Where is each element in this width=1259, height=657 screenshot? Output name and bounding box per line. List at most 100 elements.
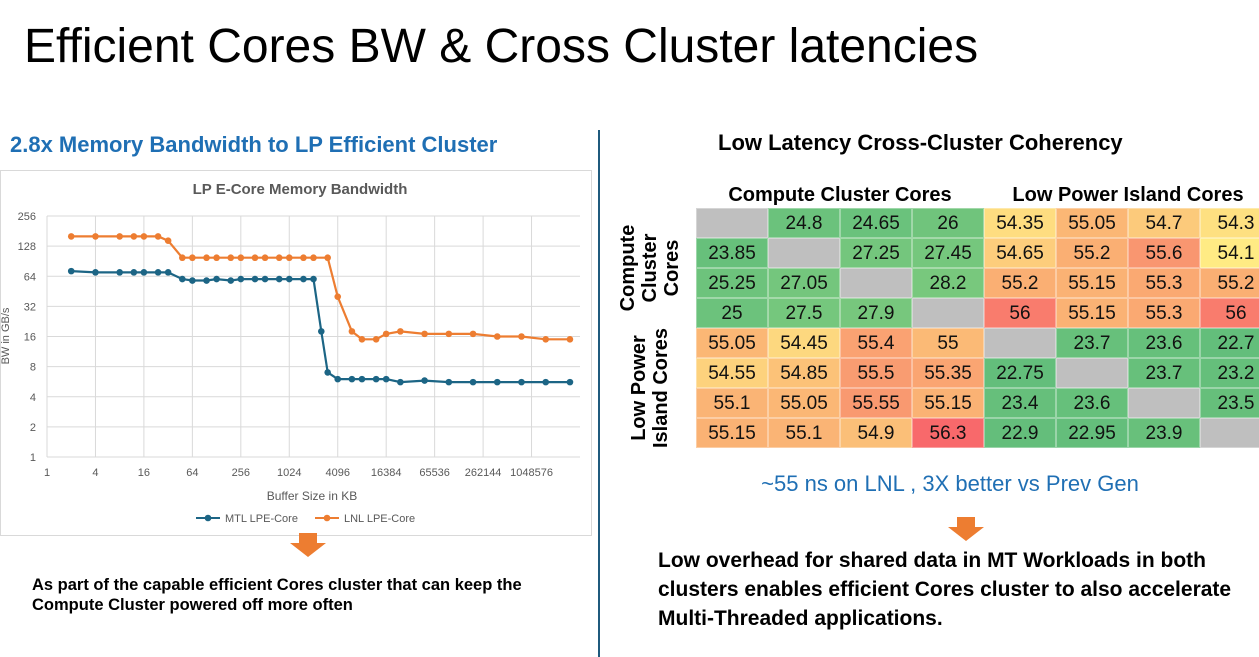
data-point bbox=[116, 233, 123, 240]
heatmap-cell: 55.3 bbox=[1128, 268, 1200, 298]
data-point bbox=[237, 254, 245, 262]
heatmap-cell: 24.8 bbox=[768, 208, 840, 238]
y-tick-label: 16 bbox=[24, 332, 36, 344]
data-point bbox=[203, 254, 210, 262]
right-down-arrow-icon bbox=[948, 517, 984, 541]
heatmap-cell: 55.15 bbox=[1056, 298, 1128, 328]
x-tick-label: 1 bbox=[44, 467, 50, 479]
heatmap-cell: 54.85 bbox=[768, 358, 840, 388]
data-point bbox=[566, 378, 574, 386]
data-point bbox=[213, 275, 220, 283]
x-tick-label: 256 bbox=[232, 467, 250, 479]
data-point bbox=[261, 254, 269, 262]
heatmap-cell: 23.2 bbox=[1200, 358, 1259, 388]
data-point bbox=[358, 375, 366, 383]
heatmap-cell bbox=[696, 208, 768, 238]
data-point bbox=[334, 293, 342, 300]
data-point bbox=[445, 378, 453, 386]
heatmap-cell bbox=[1056, 358, 1128, 388]
heatmap-cell: 56 bbox=[984, 298, 1056, 328]
heatmap-cell: 55.6 bbox=[1128, 238, 1200, 268]
data-point bbox=[164, 269, 172, 276]
heatmap-cell: 27.45 bbox=[912, 238, 984, 268]
y-tick-label: 2 bbox=[30, 422, 36, 434]
heatmap-cell: 27.9 bbox=[840, 298, 912, 328]
data-point bbox=[300, 254, 307, 262]
y-axis-label: BW in GB/s bbox=[0, 307, 12, 364]
chart-title: LP E-Core Memory Bandwidth bbox=[193, 181, 408, 198]
heatmap-cell: 55.4 bbox=[840, 328, 912, 358]
heatmap-cell: 54.65 bbox=[984, 238, 1056, 268]
latency-heatmap: Compute Cluster Cores Low Power Island Co… bbox=[604, 180, 1259, 456]
data-point bbox=[397, 378, 404, 386]
data-point bbox=[189, 277, 196, 284]
row-group-header: Compute Cluster Cores bbox=[617, 224, 683, 312]
y-tick-label: 128 bbox=[18, 241, 36, 253]
heatmap-cell: 23.9 bbox=[1128, 418, 1200, 448]
data-point bbox=[140, 233, 148, 240]
data-point bbox=[92, 269, 99, 276]
data-point bbox=[130, 269, 138, 276]
bandwidth-note: As part of the capable efficient Cores c… bbox=[32, 576, 522, 614]
data-point bbox=[285, 254, 293, 262]
data-point bbox=[493, 378, 501, 386]
y-tick-label: 1 bbox=[30, 452, 36, 464]
heatmap-cell: 23.6 bbox=[1056, 388, 1128, 418]
data-point bbox=[67, 233, 75, 240]
x-tick-label: 262144 bbox=[465, 467, 502, 479]
heatmap-cell: 25.25 bbox=[696, 268, 768, 298]
data-point bbox=[261, 275, 269, 283]
heatmap-cell bbox=[912, 298, 984, 328]
heatmap-cell bbox=[1200, 418, 1259, 448]
data-point bbox=[382, 375, 390, 383]
series-line-mtl bbox=[71, 270, 570, 384]
heatmap-cell bbox=[984, 328, 1056, 358]
heatmap-cell: 55.1 bbox=[768, 418, 840, 448]
data-point bbox=[317, 328, 325, 335]
data-point bbox=[542, 378, 550, 386]
heatmap-cell: 25 bbox=[696, 298, 768, 328]
row-group-header: Low Power Island Cores bbox=[628, 327, 672, 449]
data-point bbox=[348, 375, 356, 383]
heatmap-cell: 24.65 bbox=[840, 208, 912, 238]
data-point bbox=[348, 328, 356, 335]
data-point bbox=[67, 267, 75, 275]
y-tick-label: 4 bbox=[30, 392, 36, 404]
heatmap-cell: 23.6 bbox=[1128, 328, 1200, 358]
latency-note: Low overhead for shared data in MT Workl… bbox=[658, 549, 1232, 630]
data-point bbox=[275, 254, 283, 262]
bandwidth-heading: 2.8x Memory Bandwidth to LP Efficient Cl… bbox=[10, 132, 498, 157]
x-tick-label: 4 bbox=[92, 467, 98, 479]
data-point bbox=[324, 254, 331, 262]
heatmap-cell: 22.9 bbox=[984, 418, 1056, 448]
heatmap-cell: 54.3 bbox=[1200, 208, 1259, 238]
data-point bbox=[518, 378, 525, 386]
data-point bbox=[189, 254, 196, 262]
data-point bbox=[179, 254, 186, 262]
data-point bbox=[310, 275, 317, 283]
legend-swatch-marker bbox=[323, 514, 331, 522]
heatmap-cell: 23.7 bbox=[1056, 328, 1128, 358]
heatmap-cell: 56.3 bbox=[912, 418, 984, 448]
data-point bbox=[130, 233, 138, 240]
data-point bbox=[179, 275, 186, 283]
heatmap-cell: 55.3 bbox=[1128, 298, 1200, 328]
heatmap-cell: 55.15 bbox=[1056, 268, 1128, 298]
data-point bbox=[300, 275, 307, 283]
heatmap-cell: 54.7 bbox=[1128, 208, 1200, 238]
heatmap-cell: 55.05 bbox=[696, 328, 768, 358]
x-tick-label: 4096 bbox=[325, 467, 349, 479]
y-tick-label: 8 bbox=[30, 362, 36, 374]
heatmap-cell: 55.55 bbox=[840, 388, 912, 418]
latency-heading: Low Latency Cross-Cluster Coherency bbox=[718, 130, 1123, 155]
heatmap-cell: 54.35 bbox=[984, 208, 1056, 238]
heatmap-cell: 55.5 bbox=[840, 358, 912, 388]
heatmap-cell: 28.2 bbox=[912, 268, 984, 298]
x-tick-label: 16384 bbox=[371, 467, 402, 479]
x-tick-label: 16 bbox=[138, 467, 150, 479]
data-point bbox=[154, 269, 162, 276]
heatmap-cell: 54.9 bbox=[840, 418, 912, 448]
heatmap-cell: 55.2 bbox=[1056, 238, 1128, 268]
data-point bbox=[154, 233, 162, 240]
data-point bbox=[421, 330, 428, 338]
